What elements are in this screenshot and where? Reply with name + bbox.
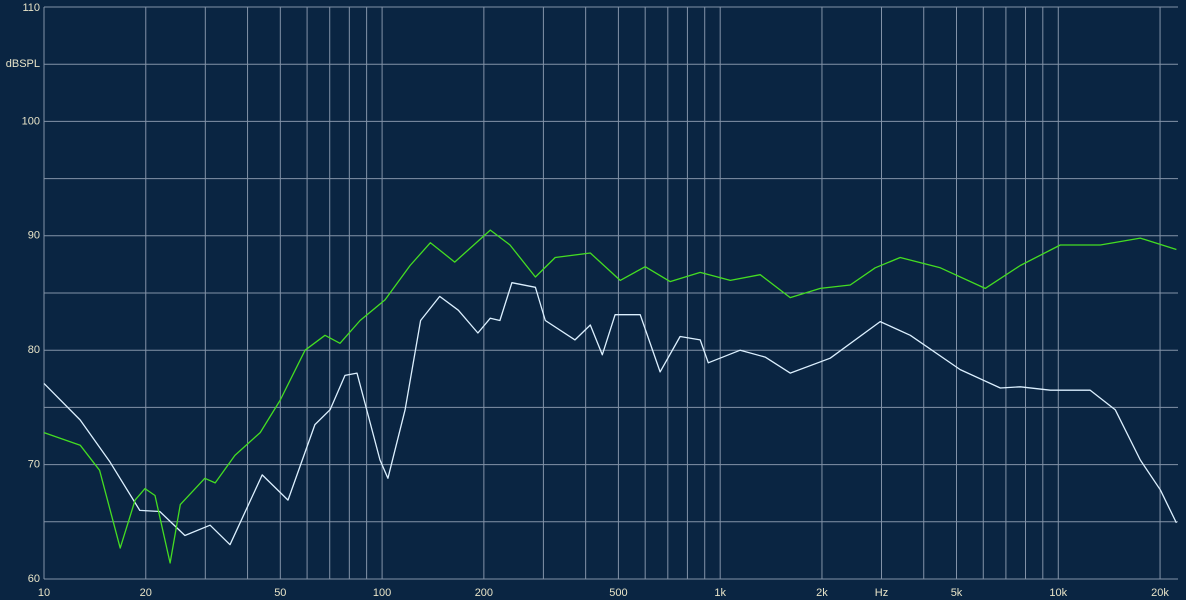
y-tick-label: 90	[28, 230, 40, 242]
y-tick-label: 110	[22, 2, 40, 14]
x-tick-label: 500	[609, 587, 627, 599]
series-line	[43, 229, 1177, 564]
x-tick-label: 10	[38, 587, 50, 599]
y-tick-label: 100	[22, 115, 40, 127]
y-tick-label: dBSPL	[6, 58, 40, 70]
x-tick-label: Hz	[875, 587, 888, 599]
y-tick-label: 70	[28, 459, 40, 471]
plot-area	[43, 229, 1177, 564]
series-line	[43, 282, 1177, 546]
x-tick-label: 5k	[951, 587, 963, 599]
x-tick-label: 1k	[714, 587, 726, 599]
x-tick-label: 10k	[1049, 587, 1067, 599]
x-tick-label: 50	[274, 587, 286, 599]
x-tick-label: 20k	[1151, 587, 1169, 599]
grid	[43, 6, 1178, 580]
x-tick-label: 100	[373, 587, 391, 599]
x-tick-label: 200	[475, 587, 493, 599]
x-tick-label: 20	[140, 587, 152, 599]
y-tick-label: 80	[28, 344, 40, 356]
y-tick-label: 60	[28, 573, 40, 585]
tick-labels: 10 20 50 100 200 500 1k 2k Hz 5k 10k 20k 60 70 80 90 100…	[6, 2, 1170, 599]
x-tick-label: 2k	[816, 587, 828, 599]
